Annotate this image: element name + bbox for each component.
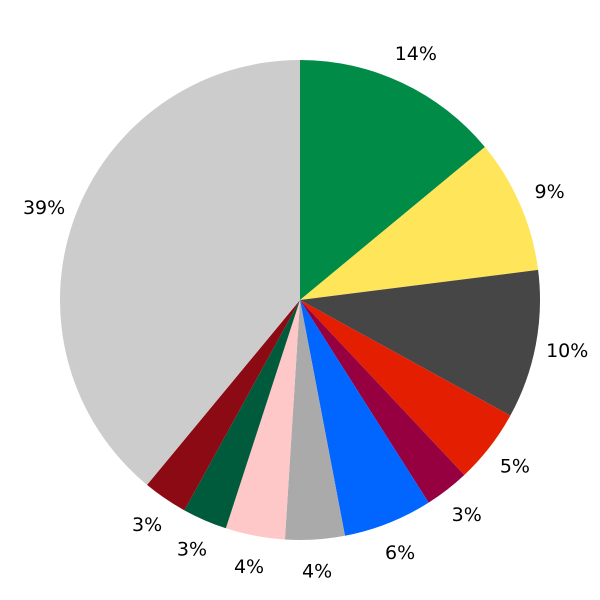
- pie-slice: [184, 300, 300, 529]
- pie-slices: [60, 60, 540, 541]
- pie-slice: [147, 300, 300, 511]
- pie-slice: [300, 60, 485, 300]
- pie-slice: [300, 300, 465, 503]
- slice-label: 5%: [500, 456, 530, 478]
- slice-label: 3%: [177, 539, 207, 561]
- pie-slice: [284, 300, 345, 541]
- pie-slice: [60, 60, 300, 485]
- slice-label: 39%: [23, 197, 65, 219]
- slice-label: 4%: [234, 556, 264, 578]
- slice-label: 10%: [546, 340, 588, 362]
- slice-label: 9%: [535, 181, 565, 203]
- pie-slice: [300, 269, 540, 416]
- slice-label: 4%: [302, 560, 332, 582]
- pie-labels: 14% 9% 10% 5% 3% 6% 4% 4% 3% 3% 39%: [23, 43, 588, 583]
- pie-slice: [300, 300, 429, 536]
- slice-label: 6%: [385, 542, 415, 564]
- pie-slice: [300, 300, 511, 475]
- slice-label: 3%: [132, 514, 162, 536]
- slice-label: 3%: [452, 504, 482, 526]
- pie-slice: [300, 147, 539, 300]
- pie-slice: [225, 300, 300, 540]
- slice-label: 14%: [395, 43, 437, 65]
